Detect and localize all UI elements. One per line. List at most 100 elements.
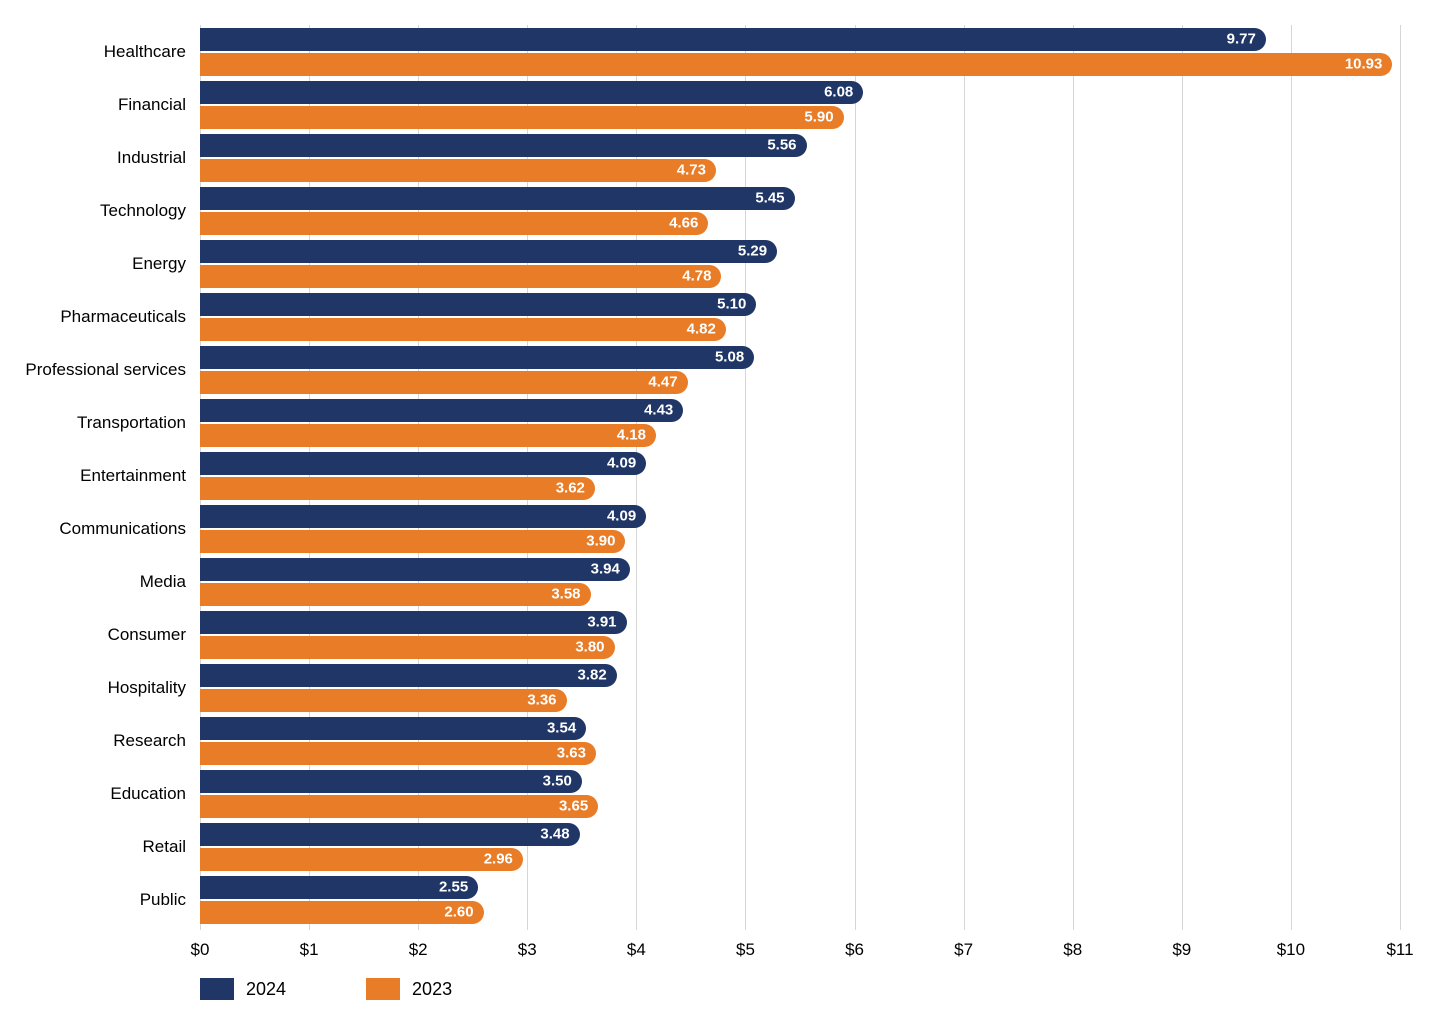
- bar-value-label: 4.18: [617, 427, 646, 444]
- gridline: [1182, 25, 1183, 930]
- x-tick-label: $5: [736, 940, 755, 960]
- bar-value-label: 4.78: [682, 268, 711, 285]
- bar-value-label: 4.47: [648, 374, 677, 391]
- bar-value-label: 3.50: [543, 773, 572, 790]
- category-label: Industrial: [117, 148, 186, 168]
- bar: [200, 452, 646, 475]
- bar-value-label: 6.08: [824, 84, 853, 101]
- x-tick-label: $0: [191, 940, 210, 960]
- legend-item: 2024: [200, 978, 286, 1000]
- gridline: [1073, 25, 1074, 930]
- bar: [200, 664, 617, 687]
- bar-value-label: 2.55: [439, 879, 468, 896]
- bar-value-label: 3.94: [591, 561, 620, 578]
- bar: [200, 159, 716, 182]
- bar: [200, 81, 863, 104]
- bar: [200, 901, 484, 924]
- bar: [200, 293, 756, 316]
- legend: 2024 2023: [200, 978, 452, 1000]
- plot-area: $0$1$2$3$4$5$6$7$8$9$10$11Healthcare9.77…: [200, 25, 1400, 930]
- x-tick-label: $8: [1063, 940, 1082, 960]
- bar: [200, 53, 1392, 76]
- bar: [200, 212, 708, 235]
- x-tick-label: $1: [300, 940, 319, 960]
- category-label: Retail: [143, 837, 186, 857]
- category-label: Education: [110, 784, 186, 804]
- legend-swatch: [200, 978, 234, 1000]
- gridline: [745, 25, 746, 930]
- bar-value-label: 5.10: [717, 296, 746, 313]
- category-label: Financial: [118, 95, 186, 115]
- bar-value-label: 3.65: [559, 798, 588, 815]
- bar: [200, 265, 721, 288]
- category-label: Media: [140, 572, 186, 592]
- chart-container: $0$1$2$3$4$5$6$7$8$9$10$11Healthcare9.77…: [0, 0, 1446, 1024]
- bar-value-label: 3.63: [557, 745, 586, 762]
- bar-value-label: 3.36: [527, 692, 556, 709]
- bar-value-label: 3.80: [575, 639, 604, 656]
- bar: [200, 134, 807, 157]
- category-label: Healthcare: [104, 42, 186, 62]
- bar-value-label: 4.43: [644, 402, 673, 419]
- x-tick-label: $6: [845, 940, 864, 960]
- category-label: Technology: [100, 201, 186, 221]
- bar: [200, 399, 683, 422]
- bar: [200, 240, 777, 263]
- bar-value-label: 3.91: [587, 614, 616, 631]
- bar-value-label: 3.62: [556, 480, 585, 497]
- bar: [200, 611, 627, 634]
- bar: [200, 424, 656, 447]
- bar-value-label: 3.82: [578, 667, 607, 684]
- bar-value-label: 4.09: [607, 455, 636, 472]
- bar: [200, 689, 567, 712]
- bar: [200, 636, 615, 659]
- x-tick-label: $10: [1277, 940, 1305, 960]
- category-label: Research: [113, 731, 186, 751]
- bar-value-label: 5.29: [738, 243, 767, 260]
- category-label: Professional services: [25, 360, 186, 380]
- gridline: [1400, 25, 1401, 930]
- legend-swatch: [366, 978, 400, 1000]
- category-label: Consumer: [108, 625, 186, 645]
- x-tick-label: $4: [627, 940, 646, 960]
- x-tick-label: $7: [954, 940, 973, 960]
- legend-label: 2024: [246, 979, 286, 1000]
- bar-value-label: 5.56: [767, 137, 796, 154]
- gridline: [964, 25, 965, 930]
- bar-value-label: 4.73: [677, 162, 706, 179]
- x-tick-label: $11: [1386, 940, 1413, 960]
- bar-value-label: 3.48: [540, 826, 569, 843]
- bar-value-label: 5.45: [755, 190, 784, 207]
- x-tick-label: $3: [518, 940, 537, 960]
- bar: [200, 187, 795, 210]
- bar-value-label: 2.96: [484, 851, 513, 868]
- category-label: Entertainment: [80, 466, 186, 486]
- gridline: [1291, 25, 1292, 930]
- bar-value-label: 5.08: [715, 349, 744, 366]
- bar: [200, 876, 478, 899]
- bar-value-label: 5.90: [804, 109, 833, 126]
- x-tick-label: $2: [409, 940, 428, 960]
- legend-label: 2023: [412, 979, 452, 1000]
- category-label: Pharmaceuticals: [60, 307, 186, 327]
- bar: [200, 371, 688, 394]
- legend-item: 2023: [366, 978, 452, 1000]
- bar: [200, 583, 591, 606]
- category-label: Energy: [132, 254, 186, 274]
- bar: [200, 346, 754, 369]
- category-label: Communications: [59, 519, 186, 539]
- bar-value-label: 3.90: [586, 533, 615, 550]
- bar: [200, 530, 625, 553]
- bar: [200, 28, 1266, 51]
- bar: [200, 770, 582, 793]
- bar-value-label: 2.60: [444, 904, 473, 921]
- bar-value-label: 3.58: [551, 586, 580, 603]
- bar: [200, 477, 595, 500]
- bar-value-label: 10.93: [1345, 56, 1383, 73]
- bar-value-label: 4.66: [669, 215, 698, 232]
- bar-value-label: 3.54: [547, 720, 576, 737]
- category-label: Hospitality: [108, 678, 186, 698]
- x-tick-label: $9: [1172, 940, 1191, 960]
- bar: [200, 823, 580, 846]
- category-label: Transportation: [77, 413, 186, 433]
